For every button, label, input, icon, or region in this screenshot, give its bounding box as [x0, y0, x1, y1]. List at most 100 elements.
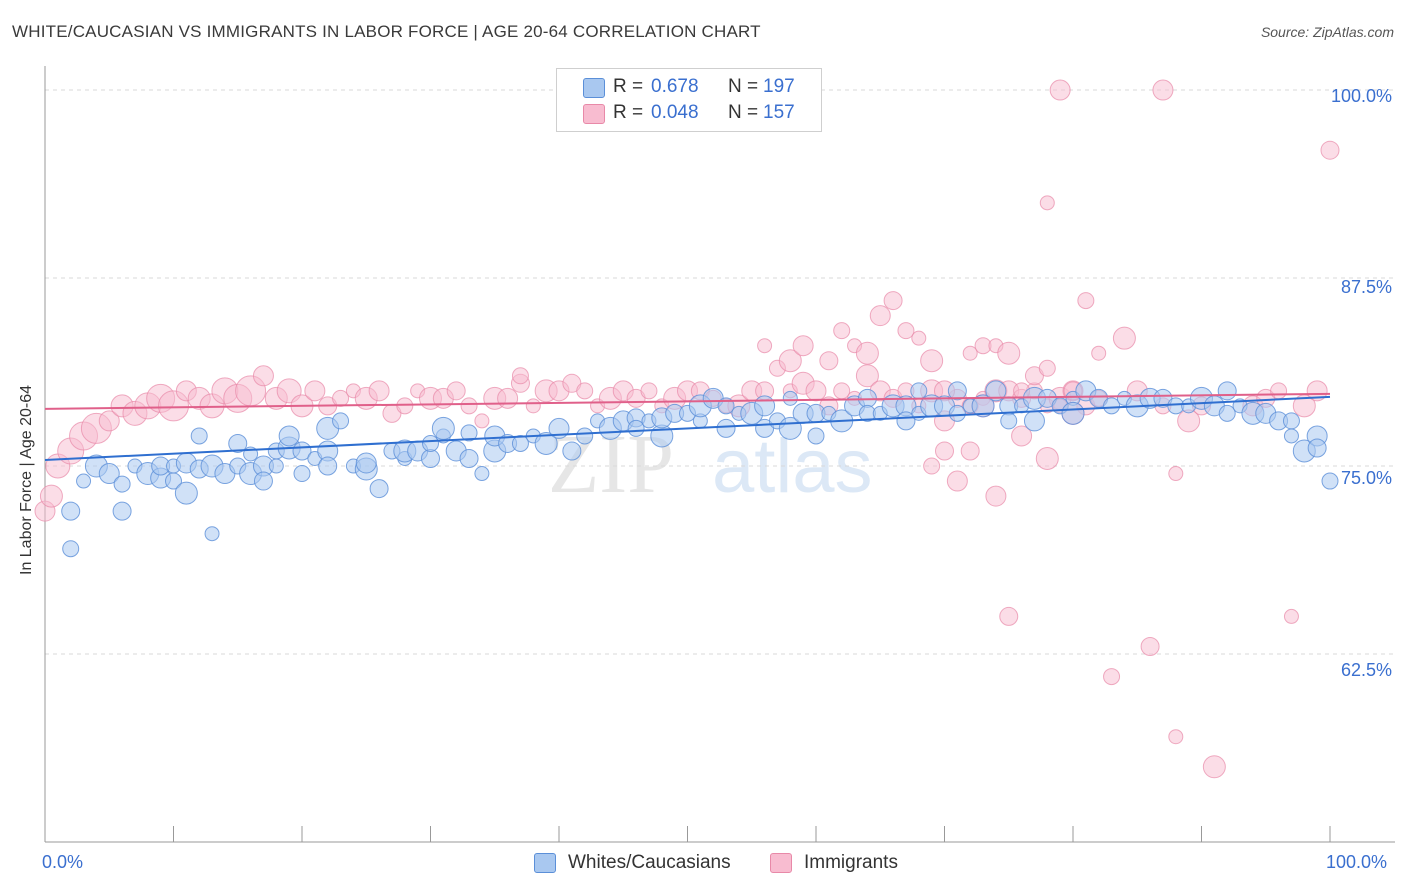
whites-point — [268, 458, 284, 474]
whites-point — [112, 501, 132, 521]
immigrants-point — [997, 341, 1021, 365]
whites-point — [562, 441, 582, 461]
whites-point — [190, 427, 208, 445]
immigrants-point — [911, 330, 927, 346]
whites-point — [716, 418, 736, 438]
immigrants-point — [1152, 79, 1174, 101]
y-tick-label-62-5: 62.5% — [1340, 660, 1392, 680]
whites-point — [948, 404, 966, 422]
series-swatch-pink — [770, 853, 792, 873]
whites-point — [318, 456, 338, 476]
immigrants-point — [396, 397, 414, 415]
legend-n-label: N = — [728, 76, 759, 97]
immigrants-point — [1011, 425, 1033, 447]
immigrants-point — [576, 382, 594, 400]
immigrants-point — [923, 457, 941, 475]
whites-point — [1321, 472, 1339, 490]
immigrants-point — [1112, 326, 1136, 350]
whites-point — [1023, 410, 1045, 432]
whites-point — [474, 466, 490, 482]
legend-r-value: 0.678 — [651, 76, 699, 97]
whites-point — [511, 434, 529, 452]
immigrants-trendline — [44, 392, 1331, 410]
immigrants-point — [935, 441, 954, 461]
immigrants-point — [819, 351, 839, 371]
immigrants-point — [1091, 345, 1107, 361]
immigrants-point — [640, 382, 658, 400]
immigrants-point — [897, 322, 915, 340]
immigrants-point — [368, 380, 390, 402]
whites-point — [754, 395, 776, 417]
whites-point — [369, 479, 389, 499]
whites-point — [1217, 381, 1237, 401]
whites-point — [460, 424, 478, 442]
immigrants-point — [962, 345, 978, 361]
whites-point — [228, 433, 248, 453]
immigrants-point — [474, 413, 490, 429]
x-tick-label-max: 100.0% — [1326, 852, 1388, 872]
whites-point — [204, 526, 220, 542]
whites-point — [98, 463, 120, 485]
immigrants-point — [497, 387, 519, 409]
immigrants-point — [960, 441, 980, 461]
legend-r-label: R = — [613, 102, 644, 123]
whites-point — [61, 501, 81, 521]
immigrants-point — [98, 410, 120, 432]
series-swatch-blue — [534, 853, 556, 873]
whites-trendline — [44, 395, 1331, 462]
immigrants-point — [1202, 755, 1226, 779]
immigrants-point — [1038, 359, 1056, 377]
immigrants-point — [1270, 382, 1288, 400]
immigrants-point — [1103, 668, 1121, 686]
whites-point — [293, 465, 311, 483]
whites-point — [947, 381, 967, 401]
trendlines — [44, 392, 1331, 462]
legend-n-value: 197 — [763, 76, 795, 97]
immigrants-point — [778, 349, 802, 373]
whites-point — [627, 419, 645, 437]
whites-point — [1000, 412, 1018, 430]
immigrants-point — [446, 381, 466, 401]
gridlines — [45, 89, 1395, 655]
immigrants-point — [511, 367, 529, 385]
whites-point — [1282, 412, 1300, 430]
y-tick-label-87-5: 87.5% — [1340, 277, 1392, 297]
whites-point — [62, 540, 80, 558]
x-tick-label-min: 0.0% — [42, 852, 84, 872]
whites-point — [782, 390, 798, 406]
immigrants-point — [920, 349, 944, 373]
whites-point — [355, 452, 377, 474]
whites-point — [76, 473, 92, 489]
y-axis-title-wrap: In Labor Force | Age 20-64 — [18, 360, 42, 610]
whites-point — [174, 481, 198, 505]
immigrants-point — [252, 365, 274, 387]
whites-point — [910, 382, 928, 400]
whites-point — [253, 471, 273, 491]
immigrants-point — [855, 364, 879, 388]
y-tick-label-75: 75.0% — [1340, 468, 1392, 488]
immigrants-point — [1140, 636, 1160, 656]
legend-r-label: R = — [613, 76, 644, 97]
immigrants-point — [869, 305, 891, 327]
y-tick-label-100: 100.0% — [1330, 86, 1392, 106]
immigrants-point — [757, 338, 773, 354]
whites-point — [459, 449, 479, 468]
whites-point — [896, 411, 916, 431]
series-label-immigrants: Immigrants — [804, 852, 898, 873]
whites-point — [332, 412, 350, 430]
immigrants-point — [792, 335, 814, 357]
immigrants-point — [304, 380, 326, 402]
whites-point — [113, 475, 131, 493]
whites-point — [1218, 404, 1236, 422]
whites-point — [1103, 397, 1121, 415]
whites-point — [1061, 401, 1085, 425]
immigrants-point — [985, 485, 1007, 507]
whites-point — [1307, 438, 1327, 458]
legend-swatch-pink — [583, 104, 605, 124]
legend-r-value: 0.048 — [651, 102, 699, 123]
immigrants-point — [1035, 447, 1059, 470]
immigrants-point — [39, 484, 63, 508]
whites-point — [985, 380, 1007, 402]
immigrants-point — [946, 470, 968, 492]
source-credit: Source: ZipAtlas.com — [1260, 24, 1394, 40]
